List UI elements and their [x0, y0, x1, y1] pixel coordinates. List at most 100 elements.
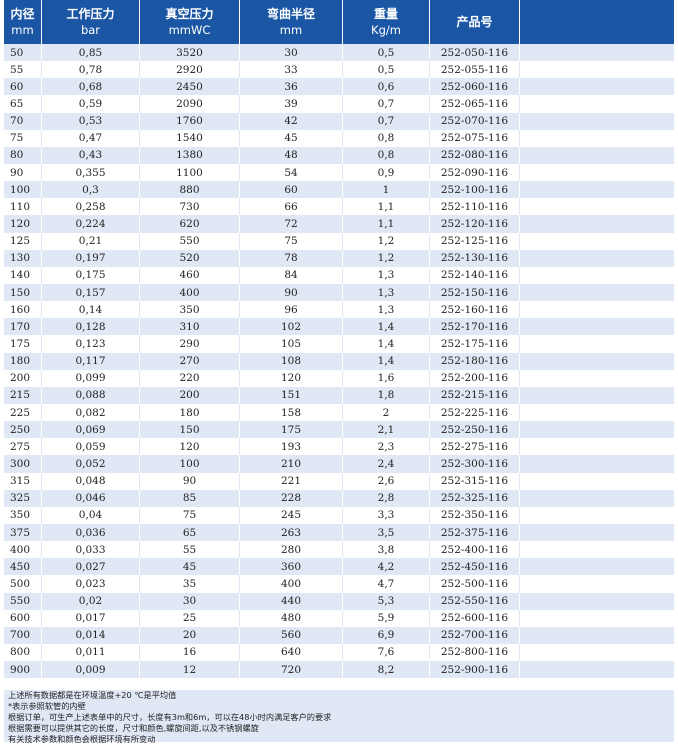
table-row: 80 0,43 1380 48 0,8 252-080-116 [4, 146, 674, 164]
cell-vacuum-pressure: 85 [140, 489, 240, 507]
cell-weight: 2,6 [343, 472, 430, 490]
cell-inner-diameter: 130 [4, 249, 42, 267]
cell-working-pressure: 0,53 [42, 112, 140, 130]
cell-inner-diameter: 225 [4, 403, 42, 422]
cell-working-pressure: 0,43 [42, 146, 140, 164]
cell-working-pressure: 0,04 [42, 506, 140, 524]
cell-working-pressure: 0,3 [42, 181, 140, 199]
footnote-line: *表示参照软管的内壁 [8, 701, 86, 711]
cell-bend-radius: 39 [240, 95, 343, 113]
cell-weight: 2 [343, 403, 430, 422]
spec-sheet: 内径 mm 工作压力 bar 真空压力 mmWC 弯曲半径 mm 重量 Kg/m 产品号 … [4, 0, 674, 679]
cell-empty [520, 541, 674, 559]
cell-empty [520, 592, 674, 610]
cell-vacuum-pressure: 310 [140, 318, 240, 336]
table-row: 700 0,014 20 560 6,9 252-700-116 [4, 626, 674, 644]
cell-inner-diameter: 400 [4, 541, 42, 559]
cell-bend-radius: 720 [240, 661, 343, 679]
cell-working-pressure: 0,68 [42, 78, 140, 96]
cell-working-pressure: 0,02 [42, 592, 140, 610]
cell-working-pressure: 0,117 [42, 352, 140, 370]
cell-bend-radius: 175 [240, 421, 343, 439]
cell-working-pressure: 0,85 [42, 44, 140, 62]
cell-vacuum-pressure: 2920 [140, 61, 240, 79]
cell-inner-diameter: 100 [4, 181, 42, 199]
cell-weight: 0,5 [343, 44, 430, 62]
cell-inner-diameter: 175 [4, 335, 42, 353]
table-row: 275 0,059 120 193 2,3 252-275-116 [4, 438, 674, 456]
table-row: 800 0,011 16 640 7,6 252-800-116 [4, 643, 674, 662]
cell-product-number: 252-100-116 [430, 181, 520, 199]
cell-inner-diameter: 125 [4, 232, 42, 250]
cell-working-pressure: 0,258 [42, 198, 140, 216]
cell-product-number: 252-550-116 [430, 592, 520, 610]
cell-product-number: 252-090-116 [430, 163, 520, 182]
cell-product-number: 252-075-116 [430, 129, 520, 147]
cell-product-number: 252-150-116 [430, 283, 520, 302]
cell-vacuum-pressure: 520 [140, 249, 240, 267]
cell-working-pressure: 0,175 [42, 266, 140, 284]
cell-empty [520, 421, 674, 439]
cell-inner-diameter: 550 [4, 592, 42, 610]
header-unit: mmWC [168, 23, 211, 37]
table-row: 350 0,04 75 245 3,3 252-350-116 [4, 506, 674, 524]
cell-working-pressure: 0,224 [42, 215, 140, 233]
cell-working-pressure: 0,78 [42, 61, 140, 79]
cell-product-number: 252-350-116 [430, 506, 520, 524]
cell-product-number: 252-130-116 [430, 249, 520, 267]
cell-weight: 0,5 [343, 61, 430, 79]
cell-inner-diameter: 315 [4, 472, 42, 490]
cell-weight: 6,9 [343, 626, 430, 644]
header-inner-diameter: 内径 mm [4, 0, 42, 44]
cell-inner-diameter: 140 [4, 266, 42, 284]
footnote-line: 有关技术参数和颜色会根据环境有所变动 [8, 734, 156, 744]
cell-empty [520, 575, 674, 593]
cell-bend-radius: 96 [240, 301, 343, 319]
cell-product-number: 252-600-116 [430, 609, 520, 627]
cell-product-number: 252-700-116 [430, 626, 520, 644]
table-row: 90 0,355 1100 54 0,9 252-090-116 [4, 163, 674, 182]
table-row: 450 0,027 45 360 4,2 252-450-116 [4, 558, 674, 576]
cell-working-pressure: 0,128 [42, 318, 140, 336]
cell-empty [520, 232, 674, 250]
cell-inner-diameter: 90 [4, 163, 42, 182]
cell-bend-radius: 84 [240, 266, 343, 284]
cell-empty [520, 146, 674, 164]
cell-product-number: 252-125-116 [430, 232, 520, 250]
cell-inner-diameter: 110 [4, 198, 42, 216]
cell-product-number: 252-080-116 [430, 146, 520, 164]
cell-bend-radius: 151 [240, 386, 343, 404]
cell-working-pressure: 0,14 [42, 301, 140, 319]
cell-inner-diameter: 375 [4, 523, 42, 542]
cell-product-number: 252-050-116 [430, 44, 520, 62]
cell-bend-radius: 75 [240, 232, 343, 250]
cell-empty [520, 369, 674, 387]
table-row: 600 0,017 25 480 5,9 252-600-116 [4, 609, 674, 627]
cell-weight: 2,3 [343, 438, 430, 456]
table-row: 50 0,85 3520 30 0,5 252-050-116 [4, 44, 674, 62]
cell-empty [520, 643, 674, 662]
cell-bend-radius: 400 [240, 575, 343, 593]
cell-weight: 1,8 [343, 386, 430, 404]
cell-vacuum-pressure: 45 [140, 558, 240, 576]
header-unit: mm [279, 23, 303, 37]
table-row: 130 0,197 520 78 1,2 252-130-116 [4, 249, 674, 267]
table-row: 500 0,023 35 400 4,7 252-500-116 [4, 575, 674, 593]
cell-bend-radius: 245 [240, 506, 343, 524]
cell-product-number: 252-900-116 [430, 661, 520, 679]
cell-product-number: 252-060-116 [430, 78, 520, 96]
cell-empty [520, 523, 674, 542]
cell-empty [520, 506, 674, 524]
cell-vacuum-pressure: 20 [140, 626, 240, 644]
cell-weight: 1,2 [343, 249, 430, 267]
table-row: 55 0,78 2920 33 0,5 252-055-116 [4, 61, 674, 79]
cell-product-number: 252-450-116 [430, 558, 520, 576]
header-working-pressure: 工作压力 bar [42, 0, 140, 44]
cell-weight: 1,6 [343, 369, 430, 387]
table-row: 60 0,68 2450 36 0,6 252-060-116 [4, 78, 674, 96]
cell-working-pressure: 0,099 [42, 369, 140, 387]
cell-product-number: 252-110-116 [430, 198, 520, 216]
cell-weight: 1 [343, 181, 430, 199]
cell-bend-radius: 48 [240, 146, 343, 164]
cell-weight: 1,1 [343, 215, 430, 233]
